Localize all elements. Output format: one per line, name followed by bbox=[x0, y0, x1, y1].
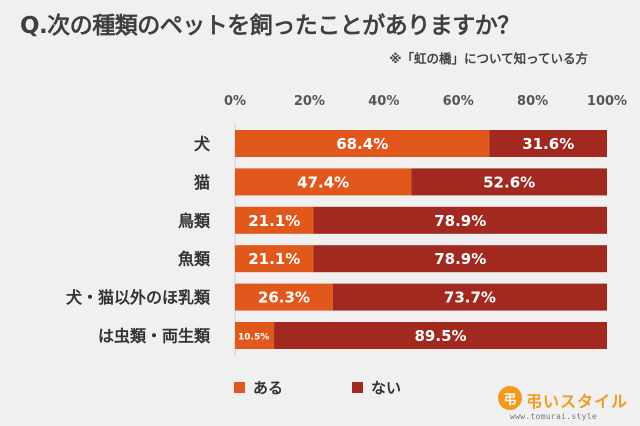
bar-segment bbox=[235, 206, 314, 234]
chart-title: Q.次の種類のペットを飼ったことがありますか？ bbox=[20, 13, 520, 39]
legend-label-nai: ない bbox=[371, 378, 402, 397]
category-label: 魚類 bbox=[178, 250, 211, 269]
data-label: 31.6% bbox=[522, 135, 574, 153]
data-label: 21.1% bbox=[248, 250, 300, 268]
category-label: 犬 bbox=[194, 135, 211, 154]
bar-segment bbox=[274, 322, 607, 349]
data-label: 21.1% bbox=[248, 212, 300, 230]
x-tick-label: 0% bbox=[224, 94, 246, 109]
logo-url: www.tomurai.style bbox=[510, 412, 597, 421]
bar-segment bbox=[313, 245, 607, 273]
bar-segment bbox=[411, 168, 607, 196]
legend-item-nai: ない bbox=[352, 376, 401, 398]
brand-logo: 弔 弔いスタイル www.tomurai.style bbox=[498, 386, 634, 422]
bar-segment bbox=[235, 322, 275, 349]
data-label: 26.3% bbox=[258, 289, 310, 307]
data-label: 52.6% bbox=[483, 173, 535, 191]
bar-segment bbox=[235, 245, 314, 273]
x-tick-label: 40% bbox=[368, 94, 399, 109]
data-label: 78.9% bbox=[434, 250, 486, 268]
bar-segment bbox=[313, 206, 607, 234]
legend-swatch-nai bbox=[352, 381, 363, 393]
category-label: 猫 bbox=[194, 173, 210, 192]
data-label: 78.9% bbox=[434, 212, 486, 230]
x-tick-label: 100% bbox=[587, 94, 627, 109]
data-label: 73.7% bbox=[444, 289, 496, 307]
legend-label-aru: ある bbox=[253, 378, 284, 397]
data-label: 47.4% bbox=[297, 173, 349, 191]
chart-subtitle: ※「虹の橋」について知っている方 bbox=[389, 51, 588, 66]
logo-mark-icon: 弔 bbox=[498, 386, 522, 410]
x-tick-label: 20% bbox=[294, 94, 325, 109]
bar-segment bbox=[332, 283, 607, 311]
category-label: 鳥類 bbox=[178, 211, 211, 230]
bar-segment bbox=[489, 130, 607, 157]
legend-item-aru: ある bbox=[234, 376, 283, 398]
legend-swatch-aru bbox=[234, 381, 245, 393]
logo-name: 弔いスタイル bbox=[526, 392, 629, 411]
bar-segment bbox=[235, 168, 412, 196]
data-label: 68.4% bbox=[336, 135, 388, 153]
x-tick-label: 60% bbox=[443, 94, 474, 109]
data-label: 10.5% bbox=[238, 333, 269, 343]
category-label: は虫類・両生類 bbox=[98, 327, 211, 346]
data-label: 89.5% bbox=[415, 327, 467, 345]
bar-segment bbox=[235, 283, 333, 311]
x-tick-label: 80% bbox=[517, 94, 548, 109]
bar-segment bbox=[235, 130, 490, 157]
category-label: 犬・猫以外のほ乳類 bbox=[66, 288, 211, 307]
